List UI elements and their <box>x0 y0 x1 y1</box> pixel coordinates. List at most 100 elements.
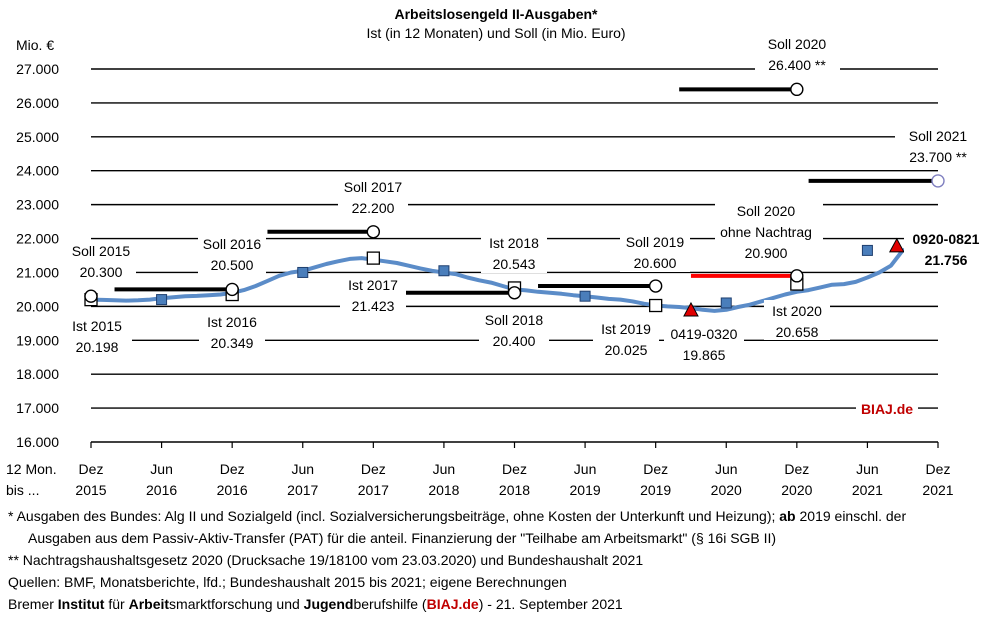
soll-marker <box>790 269 804 283</box>
footnotes: * Ausgaben des Bundes: Alg II und Sozial… <box>8 505 988 615</box>
footnote-1-text-end: 2019 einschl. der <box>795 508 907 524</box>
x-tick-year: 2016 <box>217 482 248 498</box>
soll-2015-value: 20.300 <box>80 264 123 280</box>
soll-marker <box>366 225 381 239</box>
x-tick-month: Dez <box>784 461 809 477</box>
y-tick-label: 16.000 <box>16 434 59 450</box>
y-axis-ticks: 16.000 17.000 18.000 19.000 20.000 21.000 22.0… <box>16 61 59 450</box>
ist-labels: Ist 2015 20.198 Ist 2016 20.349 Ist 2017… <box>66 233 830 358</box>
y-tick-label: 19.000 <box>16 332 59 348</box>
ist-2016-value: 20.349 <box>211 335 254 351</box>
credit-part: für <box>104 596 129 612</box>
credit-part: berufshilfe ( <box>353 596 427 612</box>
credit-bold: Jugend <box>303 596 354 612</box>
x-tick-year: 2021 <box>922 482 953 498</box>
x-axis: Dez 2015 Jun 2016 Dez 2016 Jun 2017 Dez 2017 Jun 20… <box>75 441 954 498</box>
y-tick-label: 24.000 <box>16 163 59 179</box>
credit-part: ) - 21. September 2021 <box>478 596 623 612</box>
markers <box>84 82 945 317</box>
soll-2018-value: 20.400 <box>493 333 536 349</box>
y-tick-label: 26.000 <box>16 95 59 111</box>
x-prefix-1: 12 Mon. <box>6 461 57 477</box>
x-prefix-2: bis ... <box>6 482 39 498</box>
soll-lines <box>85 87 938 299</box>
x-tick-year: 2020 <box>711 482 742 498</box>
soll-2020-ohne-label: Soll 2020 <box>737 203 796 219</box>
y-tick-label: 27.000 <box>16 61 59 77</box>
soll-marker <box>790 82 804 97</box>
ist-2017-label: Ist 2017 <box>348 277 398 293</box>
x-tick-year: 2020 <box>781 482 812 498</box>
soll-2017-value: 22.200 <box>352 200 395 216</box>
ist-marker <box>861 244 873 256</box>
x-tick-month: Jun <box>715 461 738 477</box>
x-tick-month: Dez <box>643 461 668 477</box>
triangle-2-label: 0920-0821 <box>913 231 980 247</box>
x-tick-year: 2018 <box>499 482 530 498</box>
ist-2018-label: Ist 2018 <box>489 235 539 251</box>
x-tick-month: Dez <box>502 461 527 477</box>
soll-2020-ohne-value: 20.900 <box>745 245 788 261</box>
credit-bold: Arbeit <box>128 596 170 612</box>
chart-subtitle: Ist (in 12 Monaten) und Soll (in Mio. Eu… <box>366 25 625 41</box>
watermark: BIAJ.de <box>861 401 913 417</box>
credit-bold: Institut <box>57 596 105 612</box>
credit-link[interactable]: BIAJ.de <box>426 596 479 612</box>
soll-2021-label: Soll 2021 <box>909 128 968 144</box>
y-axis-label: Mio. € <box>16 37 54 53</box>
y-tick-label: 25.000 <box>16 129 59 145</box>
soll-2020-value: 26.400 ** <box>768 57 826 73</box>
x-tick-month: Dez <box>79 461 104 477</box>
x-tick-year: 2018 <box>428 482 459 498</box>
x-tick-year: 2017 <box>287 482 318 498</box>
ist-2018-value: 20.543 <box>493 256 536 272</box>
ist-marker <box>156 294 168 306</box>
ist-year-marker <box>649 298 663 313</box>
soll-marker <box>507 286 522 300</box>
ist-2020-value: 20.658 <box>776 324 819 340</box>
x-tick-month: Jun <box>856 461 879 477</box>
chart: Arbeitslosengeld II-Ausgaben* Ist (in 12… <box>6 6 981 498</box>
chart-title: Arbeitslosengeld II-Ausgaben* <box>394 6 598 22</box>
soll-2016-value: 20.500 <box>211 257 254 273</box>
x-tick-year: 2017 <box>358 482 389 498</box>
y-tick-label: 20.000 <box>16 298 59 314</box>
ist-2015-label: Ist 2015 <box>72 318 122 334</box>
footnote-1-text: * Ausgaben des Bundes: Alg II und Sozial… <box>8 508 780 524</box>
y-tick-label: 18.000 <box>16 366 59 382</box>
ist-2017-value: 21.423 <box>352 298 395 314</box>
soll-2015-label: Soll 2015 <box>72 243 131 259</box>
footnote-1-cont: Ausgaben aus dem Passiv-Aktiv-Transfer (… <box>28 530 777 546</box>
ist-marker <box>720 297 732 309</box>
footnote-2: ** Nachtragshaushaltsgesetz 2020 (Drucks… <box>8 552 644 568</box>
ist-2019-label: Ist 2019 <box>601 321 651 337</box>
sources: Quellen: BMF, Monatsberichte, lfd.; Bund… <box>8 574 567 590</box>
footnote-1-bold: ab <box>779 508 796 524</box>
x-tick-month: Jun <box>150 461 173 477</box>
soll-2016-label: Soll 2016 <box>203 236 262 252</box>
x-tick-year: 2016 <box>146 482 177 498</box>
ist-marker <box>297 266 309 278</box>
credit-part: smarktforschung und <box>169 596 304 612</box>
footnote-1: * Ausgaben des Bundes: Alg II und Sozial… <box>8 505 988 527</box>
x-tick-year: 2021 <box>852 482 883 498</box>
triangle-marker <box>888 237 905 253</box>
soll-marker <box>931 174 945 188</box>
soll-2019-label: Soll 2019 <box>626 234 685 250</box>
credit: Bremer Institut für Arbeitsmarktforschun… <box>8 593 988 615</box>
soll-2017-label: Soll 2017 <box>344 179 403 195</box>
triangle-marker <box>683 301 699 317</box>
x-tick-month: Jun <box>574 461 597 477</box>
triangle-1-value: 19.865 <box>683 347 726 363</box>
ist-2016-label: Ist 2016 <box>207 314 257 330</box>
x-tick-year: 2019 <box>640 482 671 498</box>
y-tick-label: 22.000 <box>16 231 59 247</box>
soll-2020-label: Soll 2020 <box>768 36 827 52</box>
soll-marker <box>84 289 98 303</box>
x-tick-month: Dez <box>361 461 386 477</box>
soll-marker <box>225 282 239 297</box>
ist-2020-label: Ist 2020 <box>772 303 822 319</box>
soll-labels: Soll 2015 20.300 Soll 2016 20.500 Soll 2… <box>68 33 981 349</box>
soll-2021-value: 23.700 ** <box>909 149 967 165</box>
y-tick-label: 23.000 <box>16 197 59 213</box>
